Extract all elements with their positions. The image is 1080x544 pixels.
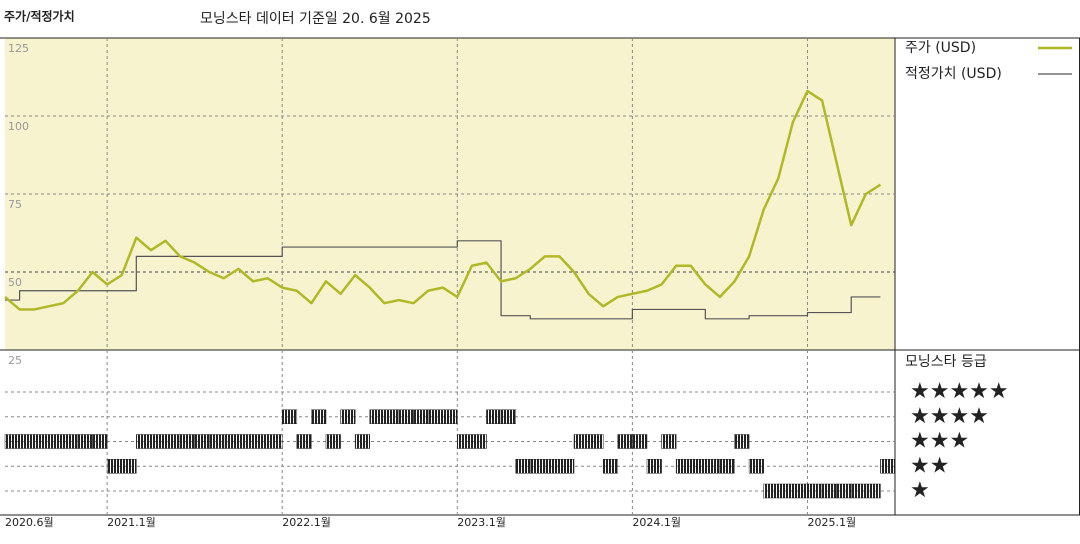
rating-bar: [136, 434, 152, 449]
rating-bar: [719, 459, 735, 474]
y-tick-label: 25: [8, 354, 22, 367]
rating-bar: [63, 434, 79, 449]
x-tick-label: 2022.1월: [282, 516, 331, 529]
frame: [0, 37, 1080, 516]
rating-bar: [413, 409, 429, 424]
rating-level: ★: [910, 478, 930, 503]
rating-bar: [281, 409, 298, 424]
rating-bar: [92, 434, 108, 449]
rating-bar: [369, 409, 385, 424]
rating-bar: [792, 483, 808, 499]
rating-bar: [865, 483, 881, 499]
rating-bar: [296, 434, 312, 449]
rating-bar: [340, 409, 356, 424]
rating-bar: [150, 434, 166, 449]
rating-bar: [457, 434, 473, 449]
rating-bar: [4, 434, 20, 449]
x-tick-label: 2021.1월: [107, 516, 156, 529]
chart-title: 주가/적정가치: [4, 9, 75, 24]
x-tick-label: 2020.6월: [5, 516, 54, 529]
y-tick-label: 75: [8, 198, 22, 211]
fair-value-line: [5, 240, 881, 320]
rating-bar: [486, 409, 502, 424]
rating-bar: [325, 434, 341, 449]
rating-bar: [427, 409, 443, 424]
rating-bar: [778, 483, 794, 499]
rating-bar: [690, 459, 706, 474]
rating-bar: [544, 459, 560, 474]
rating-bar: [471, 434, 487, 449]
rating-bar: [223, 434, 239, 449]
price-line: [4, 89, 882, 311]
rating-bar: [209, 434, 225, 449]
rating-bar: [573, 434, 589, 449]
rating-bar: [238, 434, 254, 449]
rating-bar: [500, 409, 516, 424]
legend-label: 주가 (USD): [905, 40, 976, 56]
chart-subtitle: 모닝스타 데이터 기준일 20. 6월 2025: [200, 11, 431, 27]
rating-bar: [398, 409, 414, 424]
rating-bar: [734, 434, 750, 449]
rating-bar: [442, 409, 458, 424]
rating-bar: [106, 459, 122, 474]
legend-label: 적정가치 (USD): [905, 66, 1002, 82]
y-tick-label: 125: [8, 42, 29, 55]
rating-bar: [252, 434, 268, 449]
rating-level: ★★★: [910, 429, 969, 454]
rating-bar: [850, 483, 867, 499]
x-tick-label: 2025.1월: [807, 516, 856, 529]
rating-bar: [617, 434, 633, 449]
rating-bar: [77, 434, 93, 449]
rating-level: ★★★★: [910, 404, 989, 429]
rating-bar: [515, 459, 531, 474]
y-tick-label: 100: [8, 120, 29, 133]
rating-bar: [661, 434, 677, 449]
x-tick-label: 2024.1월: [632, 516, 681, 529]
x-tick-label: 2023.1월: [457, 516, 506, 529]
rating-bar: [384, 409, 400, 424]
rating-bar: [354, 434, 371, 449]
rating-bar: [836, 483, 852, 499]
y-tick-label: 50: [8, 276, 22, 289]
rating-bar: [675, 459, 691, 474]
rating-level: ★★★★★: [910, 379, 1009, 404]
rating-bar: [763, 483, 779, 499]
rating-bar: [588, 434, 604, 449]
rating-bar: [19, 434, 35, 449]
rating-bar: [48, 434, 64, 449]
rating-bar: [748, 459, 764, 474]
rating-bar: [821, 483, 837, 499]
rating-bar: [529, 459, 546, 474]
rating-bar: [121, 459, 137, 474]
rating-bar: [559, 459, 575, 474]
rating-title: 모닝스타 등급: [905, 354, 987, 370]
rating-bar: [194, 434, 210, 449]
rating-level: ★★: [910, 453, 949, 478]
rating-bar: [632, 434, 648, 449]
rating-bar: [33, 434, 50, 449]
rating-bar: [646, 459, 662, 474]
rating-bar: [165, 434, 181, 449]
rating-bar: [311, 409, 327, 424]
rating-bar: [602, 459, 619, 474]
rating-bar: [880, 459, 896, 474]
rating-bar: [705, 459, 721, 474]
rating-bar: [179, 434, 195, 449]
rating-bar: [267, 434, 283, 449]
rating-bar: [807, 483, 823, 499]
